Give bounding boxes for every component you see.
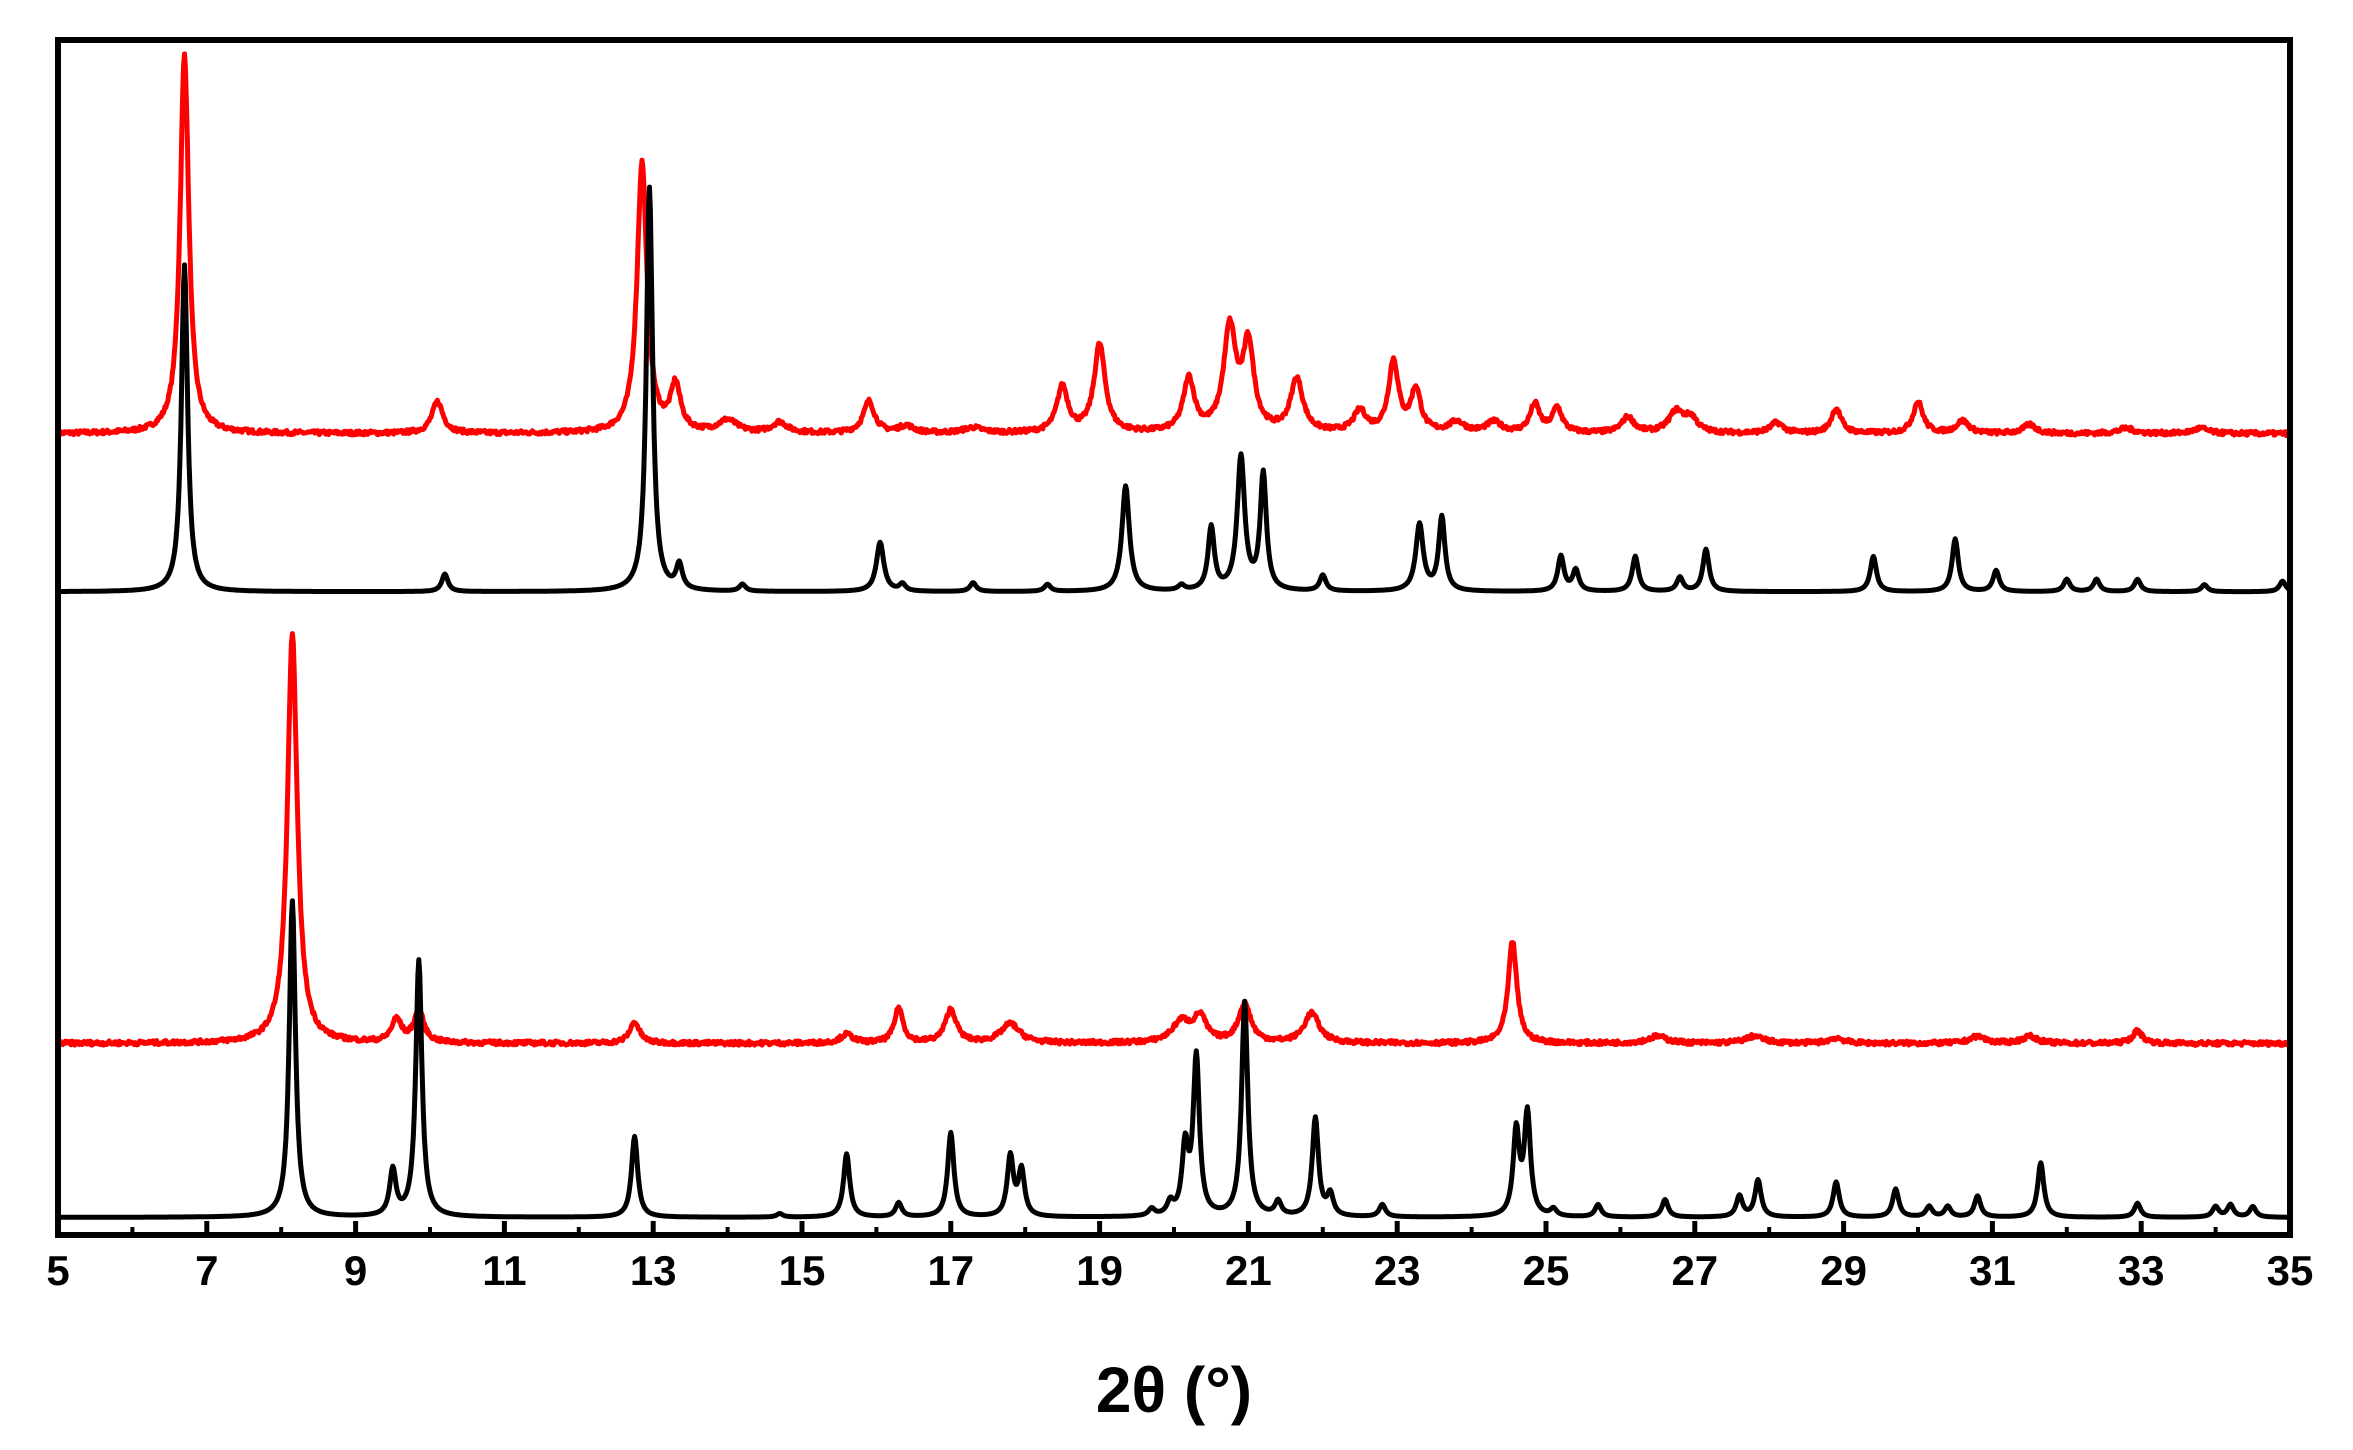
x-tick-label: 35 bbox=[2267, 1247, 2314, 1294]
x-tick-label: 21 bbox=[1225, 1247, 1272, 1294]
x-axis-title: 2θ (°) bbox=[1096, 1354, 1252, 1426]
pattern-traces bbox=[55, 51, 2293, 1220]
x-tick-label: 5 bbox=[46, 1247, 69, 1294]
x-tick-label: 23 bbox=[1374, 1247, 1421, 1294]
series-line-2 bbox=[56, 184, 2292, 595]
plot-frame bbox=[55, 37, 2293, 1238]
x-tick-label: 27 bbox=[1671, 1247, 1718, 1294]
series-line-1 bbox=[55, 51, 2293, 439]
x-tick-label: 7 bbox=[195, 1247, 218, 1294]
x-tick-label: 11 bbox=[482, 1247, 526, 1294]
x-tick-label: 13 bbox=[630, 1247, 677, 1294]
x-tick-label: 31 bbox=[1969, 1247, 2016, 1294]
x-axis: 5 7 9 11 13 15 17 19 21 23 25 27 29 31 33 35 bbox=[46, 1221, 2313, 1294]
x-tick-label: 29 bbox=[1820, 1247, 1867, 1294]
x-tick-label: 9 bbox=[344, 1247, 367, 1294]
x-tick-label: 19 bbox=[1076, 1247, 1123, 1294]
series-line-3 bbox=[56, 631, 2292, 1048]
series-line-4 bbox=[56, 898, 2292, 1220]
x-tick-label: 17 bbox=[927, 1247, 974, 1294]
x-tick-label: 15 bbox=[779, 1247, 826, 1294]
x-tick-label: 25 bbox=[1523, 1247, 1570, 1294]
x-tick-label: 33 bbox=[2118, 1247, 2165, 1294]
